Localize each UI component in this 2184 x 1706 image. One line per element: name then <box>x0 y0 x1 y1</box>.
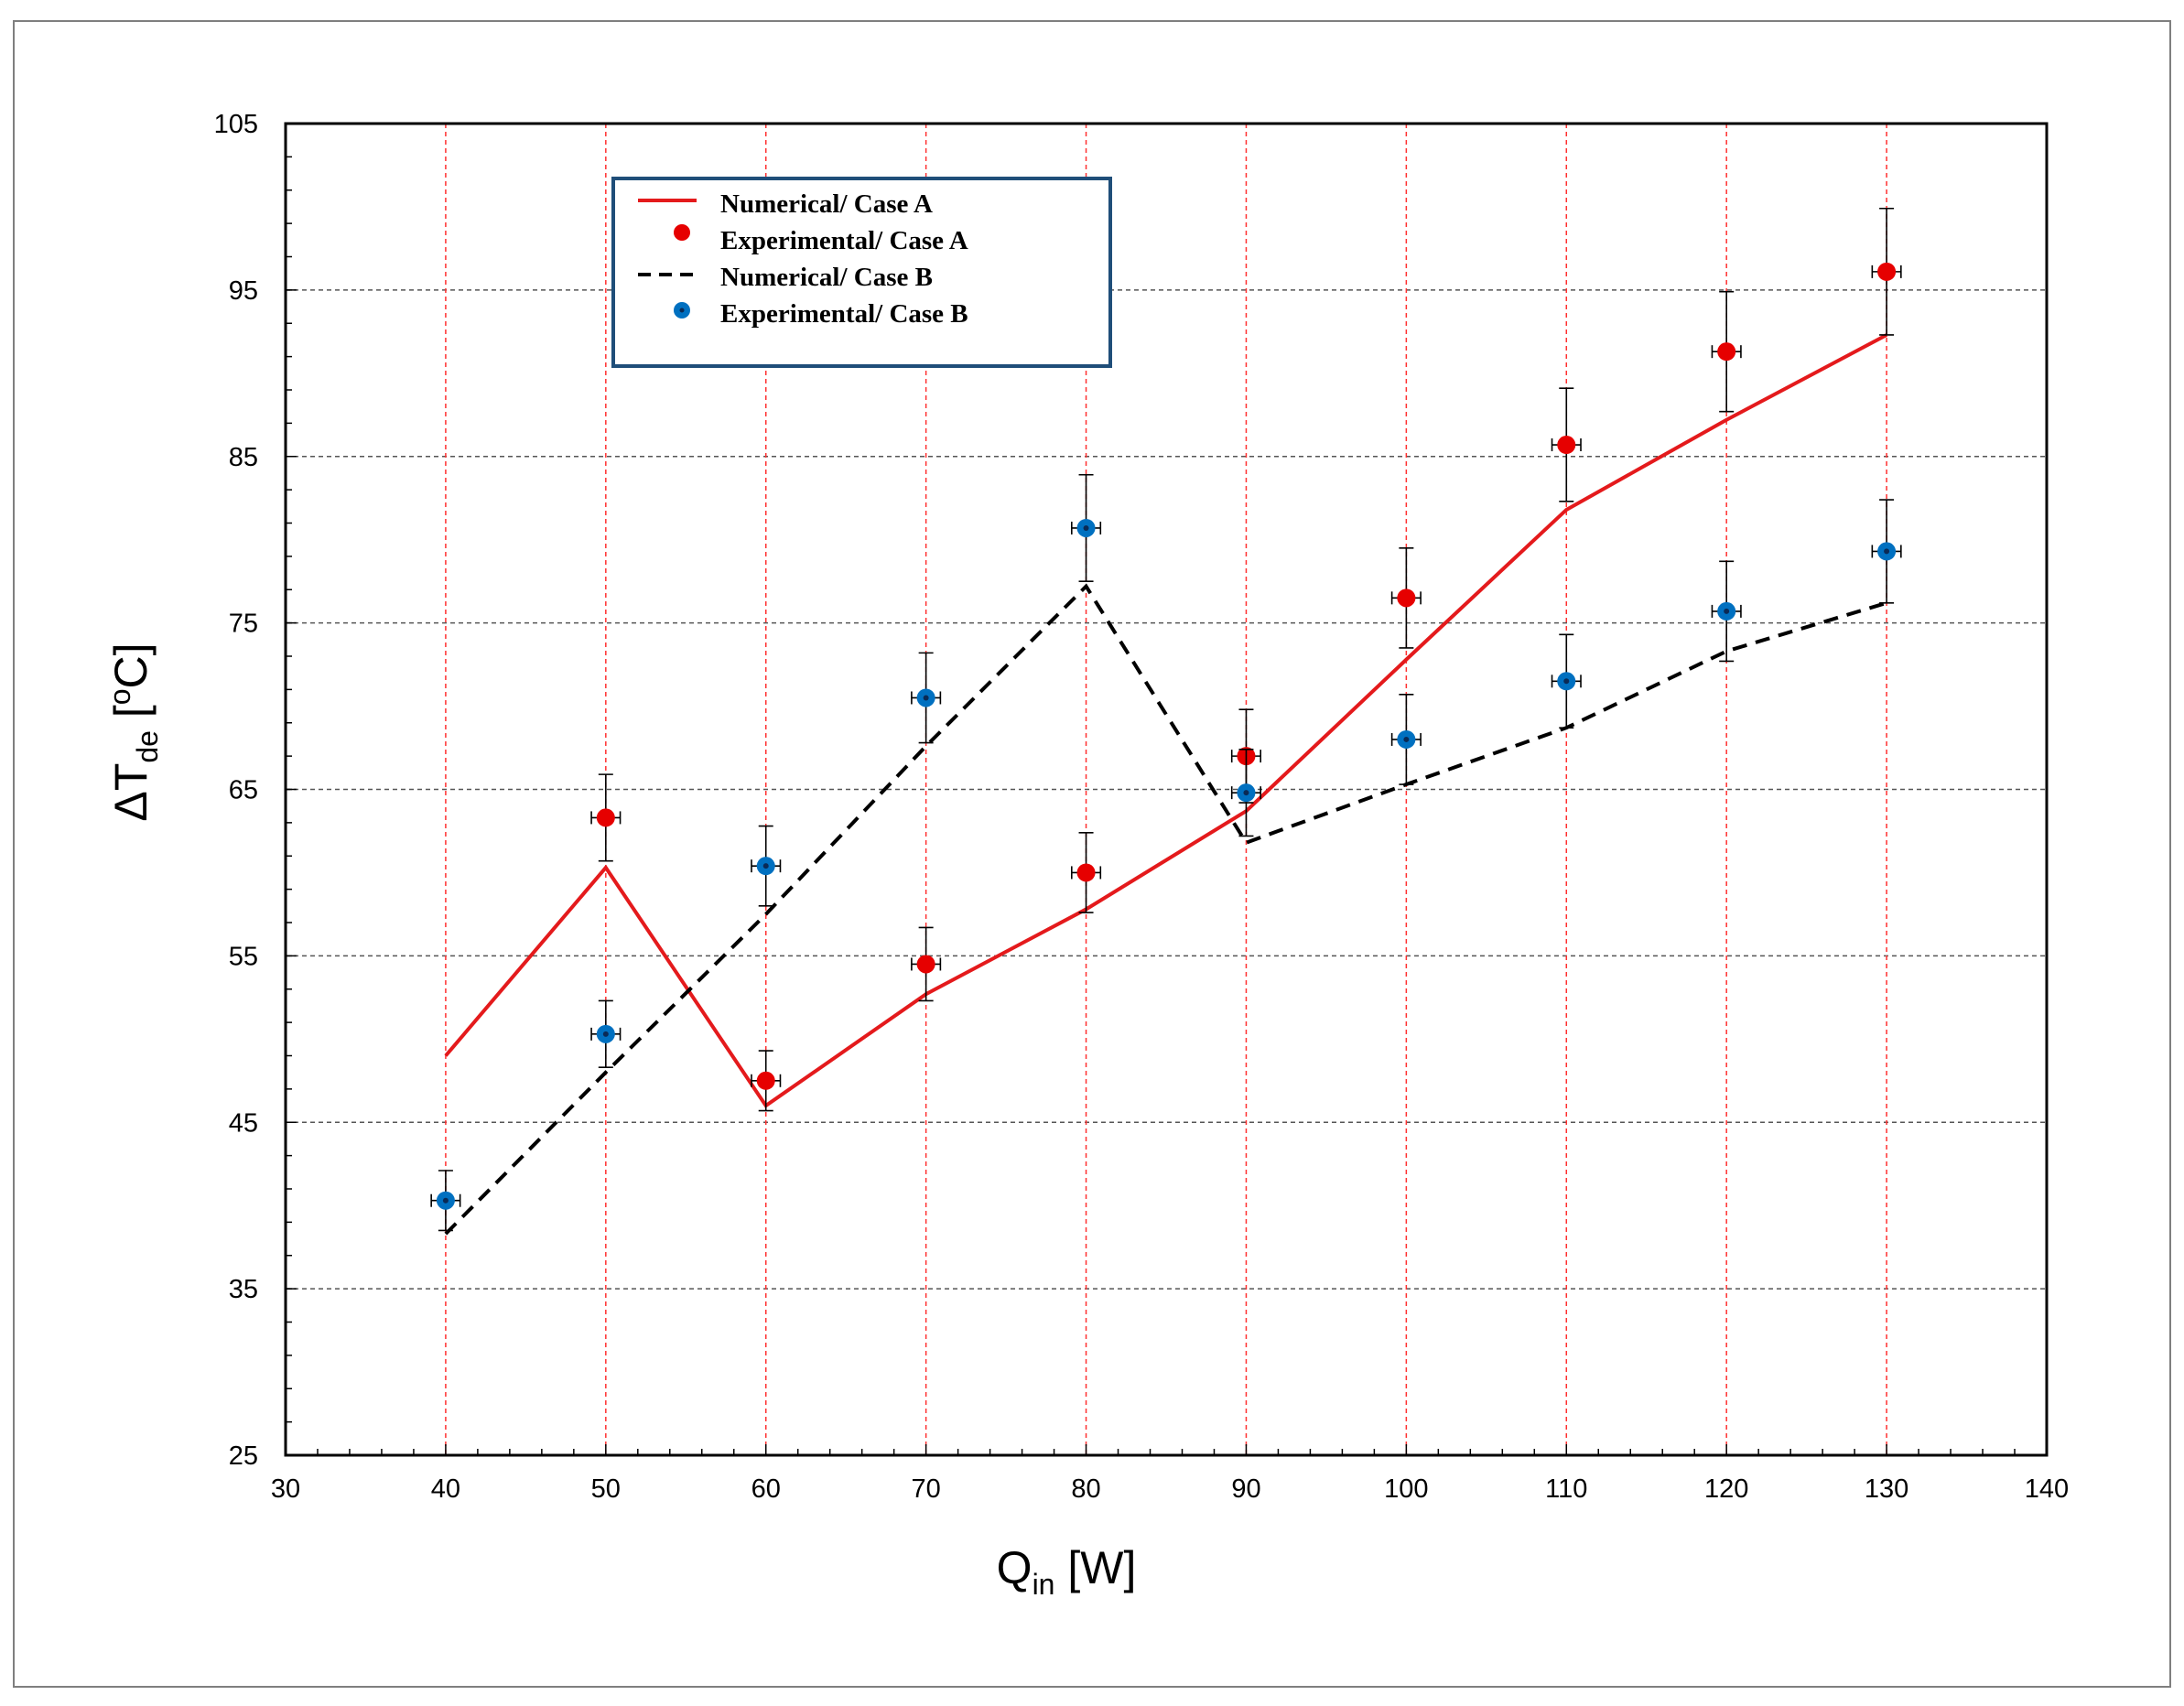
y-tick-label-55: 55 <box>229 942 258 971</box>
legend: Numerical/ Case A Experimental/ Case A N… <box>611 177 1112 368</box>
x-tick-label-110: 110 <box>1545 1474 1587 1504</box>
x-tick-label-80: 80 <box>1071 1474 1100 1504</box>
data-point-center <box>1403 736 1410 742</box>
x-tick-label-60: 60 <box>751 1474 781 1504</box>
x-tick-label-130: 130 <box>1865 1474 1908 1504</box>
x-tick-label-120: 120 <box>1704 1474 1748 1504</box>
y-tick-labels: 25 35 45 55 65 75 85 95 105 <box>214 110 258 1471</box>
data-point-center <box>442 1197 449 1204</box>
x-tick-label-140: 140 <box>2025 1474 2069 1504</box>
data-point <box>916 955 935 974</box>
minor-ticks <box>285 123 2048 1456</box>
y-axis-title: ΔTde [oC] <box>103 642 164 821</box>
legend-swatch-experimental-b-center <box>679 308 685 313</box>
data-point-center <box>602 1031 609 1037</box>
series-layer <box>430 207 1902 1236</box>
data-point-center <box>1243 790 1249 796</box>
data-point <box>756 1071 775 1090</box>
x-tick-labels: 30 40 50 60 70 80 90 100 110 120 130 140 <box>271 1474 2069 1504</box>
data-point <box>1076 863 1096 882</box>
data-point <box>1717 342 1736 362</box>
data-point-center <box>762 863 769 869</box>
y-tick-label-85: 85 <box>229 443 258 472</box>
y-tick-label-35: 35 <box>229 1275 258 1304</box>
gridlines <box>286 124 2047 1455</box>
data-point <box>1877 262 1897 281</box>
legend-swatch-experimental-a <box>674 224 690 241</box>
legend-box <box>611 177 1112 368</box>
legend-label-numerical-b: Numerical/ Case B <box>720 263 933 292</box>
legend-label-experimental-a: Experimental/ Case A <box>720 226 968 255</box>
y-tick-label-45: 45 <box>229 1108 258 1138</box>
legend-label-numerical-a: Numerical/ Case A <box>720 189 933 219</box>
x-tick-label-70: 70 <box>912 1474 941 1504</box>
data-point-center <box>923 695 929 701</box>
data-point <box>1397 588 1416 608</box>
series-line-numerical-case-b <box>444 583 1887 1236</box>
series-0 <box>444 333 1888 1108</box>
x-tick-label-90: 90 <box>1231 1474 1260 1504</box>
y-tick-label-105: 105 <box>214 110 258 139</box>
data-point <box>1557 436 1576 455</box>
y-tick-label-95: 95 <box>229 276 258 306</box>
data-point-center <box>1724 608 1730 614</box>
x-tick-label-50: 50 <box>591 1474 621 1504</box>
x-axis-title: Qin [W] <box>997 1542 1137 1601</box>
data-point <box>596 808 615 827</box>
y-tick-label-75: 75 <box>229 610 258 639</box>
data-point-center <box>1083 524 1089 531</box>
data-point-center <box>1884 548 1890 555</box>
data-point-center <box>1563 678 1570 685</box>
series-3 <box>430 473 1902 1232</box>
x-tick-label-30: 30 <box>271 1474 300 1504</box>
y-tick-label-25: 25 <box>229 1441 258 1471</box>
series-2 <box>444 583 1887 1236</box>
x-tick-label-100: 100 <box>1384 1474 1428 1504</box>
y-tick-label-65: 65 <box>229 776 258 805</box>
series-line-numerical-case-a <box>444 333 1888 1108</box>
series-1 <box>590 207 1902 1112</box>
legend-label-experimental-b: Experimental/ Case B <box>720 299 968 329</box>
x-tick-label-40: 40 <box>431 1474 460 1504</box>
